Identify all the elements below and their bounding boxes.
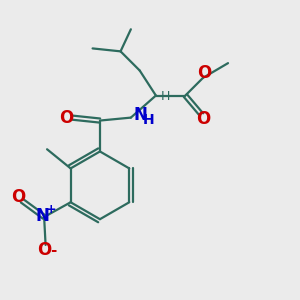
Text: N: N [36, 206, 50, 224]
Text: -: - [50, 243, 56, 258]
Text: O: O [11, 188, 26, 206]
Text: +: + [45, 203, 56, 216]
Text: O: O [197, 64, 212, 82]
Text: O: O [59, 109, 74, 127]
Text: O: O [196, 110, 210, 128]
Text: O: O [37, 241, 51, 259]
Text: N: N [133, 106, 147, 124]
Text: H: H [143, 113, 155, 127]
Text: H: H [161, 91, 171, 103]
